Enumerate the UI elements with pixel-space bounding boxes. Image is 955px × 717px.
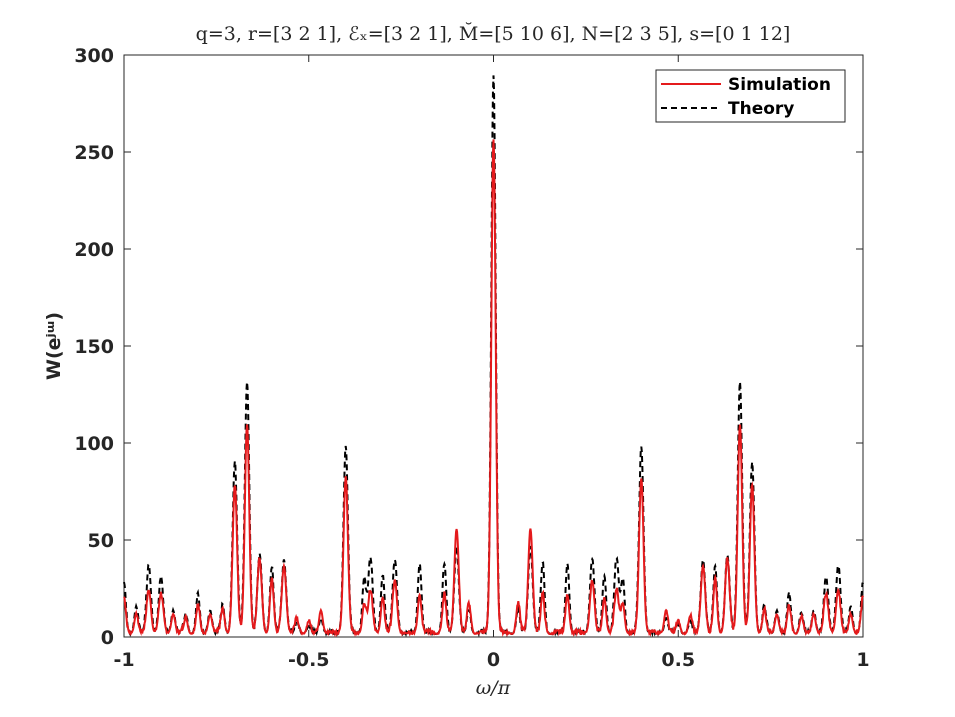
y-tick-label: 0 [101,627,114,649]
series-line-simulation [123,139,864,638]
x-axis-label: ω/π [476,677,511,699]
x-tick-label: 0 [487,649,500,671]
x-axis: -1 -0.5 0 0.5 1 [113,55,870,671]
legend-label-simulation: Simulation [728,75,831,95]
y-tick-label: 50 [88,530,114,552]
y-tick-label: 250 [74,142,114,164]
y-tick-label: 300 [74,45,114,67]
x-tick-label: 1 [856,649,869,671]
series-line-theory [123,75,864,638]
x-tick-label: -0.5 [288,649,330,671]
x-tick-label: -1 [113,649,134,671]
legend-box [655,69,846,123]
series-layer [123,75,864,638]
y-tick-label: 100 [74,433,114,455]
legend-label-theory: Theory [728,99,794,119]
legend: Simulation Theory [655,69,846,123]
x-tick-label: 0.5 [661,649,695,671]
y-axis: 0 50 100 150 200 250 300 [74,45,863,649]
y-tick-label: 200 [74,239,114,261]
y-tick-label: 150 [74,336,114,358]
chart-title: q=3, r=[3 2 1], ℰₓ=[3 2 1], M̆=[5 10 6],… [196,23,791,45]
y-axis-label: W(eʲᵚ) [43,312,65,380]
